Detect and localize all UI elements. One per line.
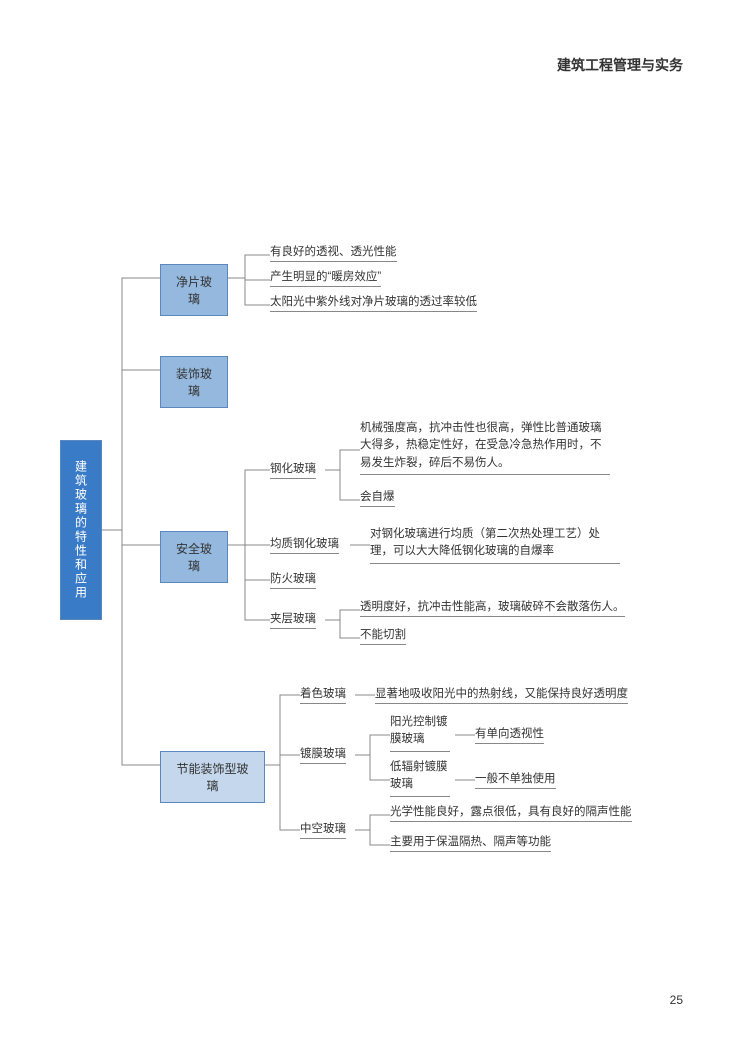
page-header: 建筑工程管理与实务 [557, 55, 683, 75]
sub-yangguang: 阳光控制镀膜玻璃 [390, 714, 450, 752]
leaf: 产生明显的“暖房效应” [270, 268, 381, 287]
leaf: 一般不单独使用 [475, 770, 556, 789]
sub-junzhi: 均质钢化玻璃 [270, 535, 339, 554]
sub-zhongkong: 中空玻璃 [300, 820, 346, 839]
leaf: 机械强度高，抗冲击性也很高，弹性比普通玻璃大得多，热稳定性好，在受急冷急热作用时… [360, 420, 610, 475]
leaf: 光学性能良好，露点很低，具有良好的隔声性能 [390, 803, 632, 822]
sub-dumo: 镀膜玻璃 [300, 745, 346, 764]
sub-zhuose: 着色玻璃 [300, 685, 346, 704]
leaf: 有良好的透视、透光性能 [270, 243, 397, 262]
branch-anquan: 安全玻璃 [160, 531, 228, 583]
branch-jingpian: 净片玻璃 [160, 264, 228, 316]
leaf: 不能切割 [360, 626, 406, 645]
leaf: 有单向透视性 [475, 725, 544, 744]
leaf: 太阳光中紫外线对净片玻璃的透过率较低 [270, 293, 477, 312]
sub-difushe: 低辐射镀膜玻璃 [390, 759, 450, 797]
connector-lines [60, 240, 710, 890]
mindmap-diagram: 建筑玻璃的特性和应用 净片玻璃 有良好的透视、透光性能 产生明显的“暖房效应” … [60, 240, 710, 890]
leaf: 显著地吸收阳光中的热射线，又能保持良好透明度 [375, 685, 628, 704]
page-number: 25 [670, 993, 683, 1007]
branch-zhuangshi: 装饰玻璃 [160, 356, 228, 408]
leaf: 对钢化玻璃进行均质（第二次热处理工艺）处理，可以大大降低钢化玻璃的自爆率 [370, 526, 620, 564]
leaf: 透明度好，抗冲击性能高，玻璃破碎不会散落伤人。 [360, 598, 625, 617]
root-node: 建筑玻璃的特性和应用 [60, 440, 102, 620]
leaf: 主要用于保温隔热、隔声等功能 [390, 833, 551, 852]
sub-ganghua: 钢化玻璃 [270, 460, 316, 479]
sub-fanghuo: 防火玻璃 [270, 570, 316, 589]
leaf: 会自爆 [360, 488, 395, 507]
branch-jieneng: 节能装饰型玻璃 [160, 751, 265, 803]
sub-jiaceng: 夹层玻璃 [270, 610, 316, 629]
